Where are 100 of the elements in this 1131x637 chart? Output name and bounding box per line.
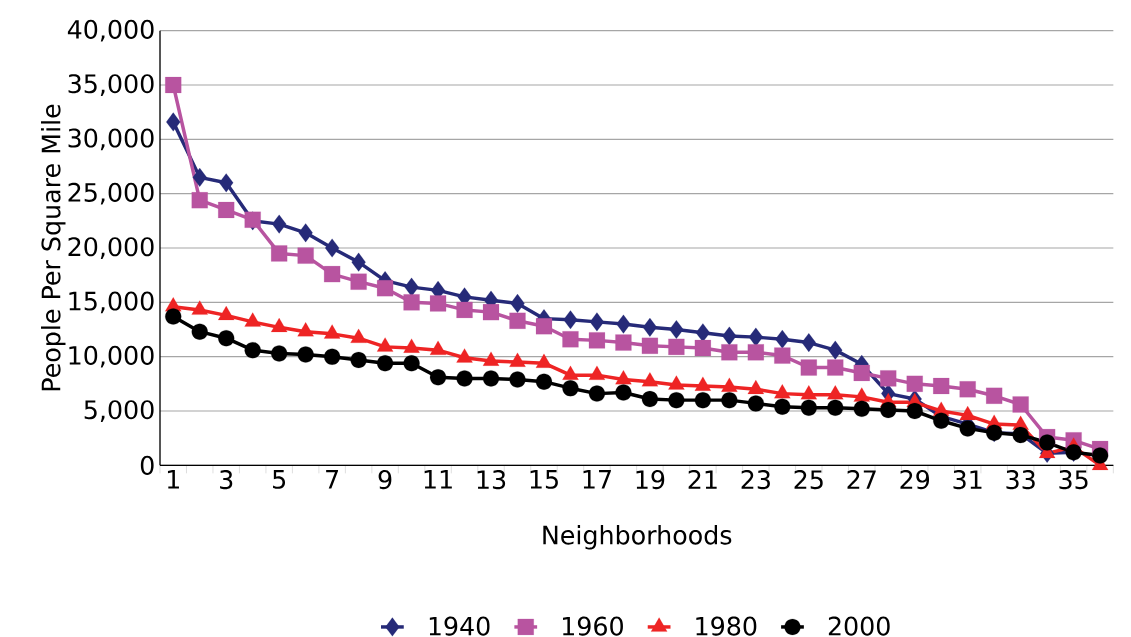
point [880,370,897,387]
x-tick-label: 29 [900,470,930,490]
point [324,266,341,283]
point [906,402,923,420]
x-tick-label: 11 [424,470,452,489]
point [404,277,419,297]
point [509,312,526,329]
point [959,420,976,437]
point [694,392,711,409]
point [350,351,367,369]
point [774,398,791,415]
x-tick-label: 21 [688,470,717,489]
legend-label: 1980 [696,616,757,636]
legend-label: 1940 [429,616,490,636]
point [324,348,341,365]
y-tick-label: 15,000 [69,291,154,314]
point [615,334,632,351]
point [801,333,816,352]
point [298,223,313,243]
point [509,371,526,388]
point [694,339,711,357]
point [563,310,578,330]
point [535,318,553,335]
legend-label: 1960 [562,616,623,636]
x-tick-label: 15 [530,470,558,489]
point [510,294,525,313]
y-tick-label: 25,000 [68,182,154,205]
point [748,327,763,347]
point [325,238,340,258]
y-tick-label: 0 [140,455,154,475]
x-tick-label: 9 [378,470,392,490]
point [828,340,843,360]
y-tick-label: 30,000 [68,128,154,151]
point [933,412,950,429]
point [191,192,208,209]
x-tick-label: 1 [167,470,179,489]
point [350,273,367,290]
point [482,370,500,387]
point [429,295,447,312]
x-tick-label: 27 [847,470,876,489]
x-tick-label: 5 [273,470,286,489]
point [377,355,394,372]
point [535,373,553,390]
point [668,392,685,409]
point [403,355,420,372]
point [192,167,207,187]
legend-label: 2000 [828,616,890,636]
y-tick-label: 35,000 [68,74,154,96]
y-tick-label: 40,000 [67,19,154,42]
point [853,400,870,417]
point [722,326,737,346]
point [721,344,738,361]
point [642,317,657,337]
point [297,346,314,363]
point [616,314,631,334]
x-tick-label: 33 [1006,470,1035,490]
point [297,247,314,264]
point [589,312,605,332]
point [456,370,473,387]
point [403,294,420,311]
point [880,401,897,418]
y-tick-label: 20,000 [68,237,154,259]
point [827,399,844,416]
point [800,399,817,416]
x-tick-label: 35 [1059,470,1088,490]
point [351,252,366,272]
point [933,377,950,395]
point [562,331,579,348]
point [218,201,235,219]
point [588,385,606,402]
point [615,384,632,401]
x-tick-label: 31 [953,470,982,490]
point [668,338,685,355]
point [1012,396,1029,413]
point [218,330,235,347]
point [721,392,738,409]
point [1092,447,1109,464]
y-axis-title: People Per Square Mile [40,104,66,391]
x-tick-label: 23 [741,470,770,490]
point [669,320,684,339]
x-tick-label: 25 [794,470,823,490]
point [588,332,606,349]
x-tick-label: 19 [636,470,665,490]
point [165,308,182,325]
x-axis-title: Neighborhoods [543,525,732,550]
y-tick-label: 5,000 [84,400,154,422]
point [456,301,473,319]
point [800,359,817,376]
point [959,381,976,398]
point [986,387,1003,404]
y-tick-label: 10,000 [69,345,154,368]
point [166,112,181,132]
point [271,345,288,362]
x-tick-label: 3 [220,470,233,490]
point [377,280,394,297]
point [641,337,658,354]
point [272,214,287,234]
point [853,364,870,382]
point [219,173,234,193]
point [165,76,182,94]
